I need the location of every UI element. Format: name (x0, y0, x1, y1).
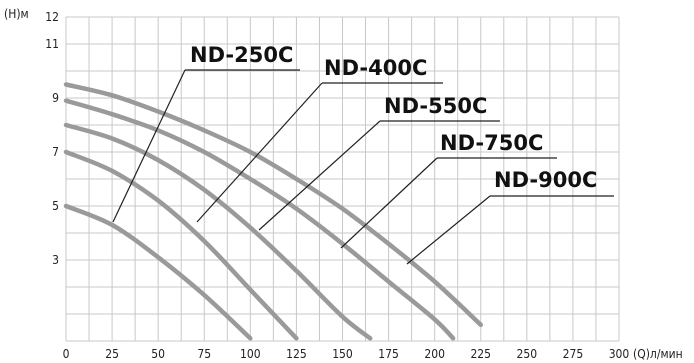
x-tick-label: 250 (517, 347, 538, 361)
x-tick-label: 225 (470, 347, 491, 361)
series-curve-2 (63, 149, 299, 341)
x-tick-label: 100 (240, 347, 261, 361)
series-curve-5 (63, 82, 484, 328)
leader-line (258, 120, 381, 231)
leader-line (340, 157, 438, 249)
leader-line (406, 195, 491, 265)
y-tick-labels: 3 5 7 9 11 12 (45, 10, 59, 267)
y-tick-label: 5 (52, 199, 59, 213)
y-tick-label: 3 (52, 253, 59, 267)
x-tick-label: 200 (424, 347, 445, 361)
leader-line (112, 69, 186, 223)
x-tick-label: 300 (609, 347, 630, 361)
x-tick-label: 175 (378, 347, 399, 361)
series-curves (63, 82, 484, 341)
series-label: ND-550C (384, 94, 487, 118)
series-label: ND-250C (190, 43, 293, 67)
x-tick-label: 25 (105, 347, 119, 361)
x-tick-label: 150 (332, 347, 353, 361)
series-label: ND-750C (440, 131, 543, 155)
series-leaders (112, 69, 614, 265)
y-tick-label: 7 (52, 145, 59, 159)
series-labels: ND-250C ND-400C ND-550C ND-750C ND-900C (190, 43, 597, 192)
leader-line (196, 82, 323, 223)
x-axis-label: (Q)л/мин (633, 347, 683, 361)
series-curve-4 (63, 98, 456, 341)
x-tick-label: 75 (197, 347, 211, 361)
y-tick-label: 9 (52, 91, 59, 105)
series-label: ND-400C (324, 56, 427, 80)
x-tick-label: 275 (563, 347, 584, 361)
y-tick-label: 11 (45, 37, 59, 51)
x-tick-label: 0 (63, 347, 70, 361)
x-tick-label: 125 (286, 347, 307, 361)
series-curve-3 (63, 122, 373, 341)
y-tick-label: 12 (45, 10, 59, 24)
x-tick-labels: 0 25 50 75 100 125 150 175 200 225 250 275 300 (63, 347, 630, 361)
series-curve-1 (63, 203, 253, 341)
y-axis-label: (Н)м (4, 7, 29, 21)
series-label: ND-900C (494, 168, 597, 192)
x-tick-label: 50 (151, 347, 165, 361)
